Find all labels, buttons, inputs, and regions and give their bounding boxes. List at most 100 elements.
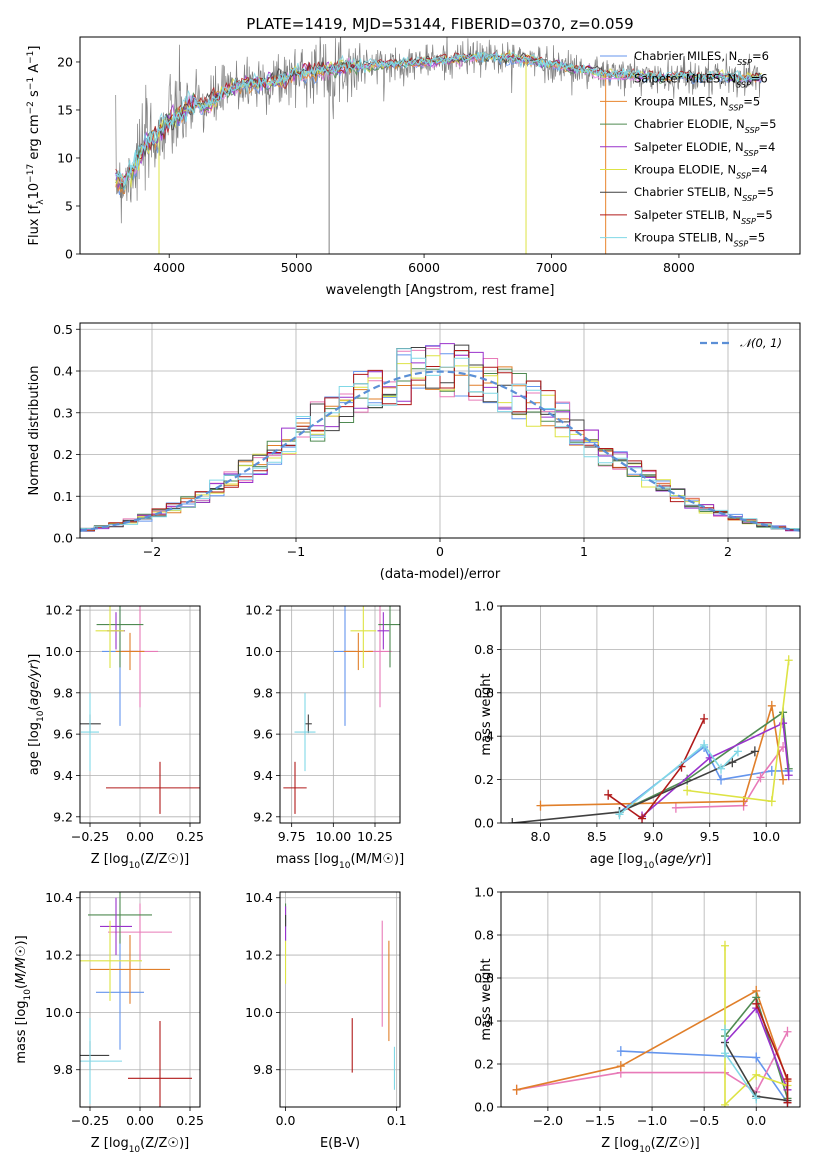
y-tick-label: 10.0: [45, 1005, 73, 1020]
weight-marker: [512, 1084, 521, 1095]
weight-marker: [779, 774, 788, 785]
weight-line: [607, 718, 705, 820]
weight-marker: [700, 713, 709, 724]
axes-frame: −0.25 0.00 0.25 9.2 9.4 9.6 9.8 10.0 10.2: [45, 603, 204, 844]
plot-area: [283, 606, 400, 814]
residual-histogram-panel: −2 −1 0 1 2 0.0 0.1 0.2 0.3 0.4 0.5 (data-model)/er…: [27, 322, 801, 582]
weight-marker: [615, 809, 624, 820]
age-vs-mass-panel: 9.75 10.00 10.25 9.2 9.4 9.6 9.8 10.0 10.2 mass […: [245, 603, 404, 871]
plot-area: [285, 903, 395, 1090]
weight-line: [675, 746, 784, 809]
axes-frame: 0.0 0.1 9.8 10.0 10.2 10.4: [245, 890, 406, 1128]
plot-area: [508, 655, 793, 823]
weight-marker: [752, 1069, 761, 1080]
plot-area: [80, 892, 192, 1107]
x-axis-label: age [log10(age/yr)]: [590, 852, 712, 871]
weight-marker: [784, 655, 793, 666]
y-tick-label: 0: [65, 247, 73, 262]
x-tick-label: −1: [287, 544, 305, 559]
mass-vs-metallicity-panel: −0.25 0.00 0.25 9.8 10.0 10.2 10.4 Z [log10(Z/Z…: [14, 890, 204, 1155]
axes-frame: −0.25 0.00 0.25 9.8 10.0 10.2 10.4: [45, 890, 204, 1128]
spectrum-panel: 4000 5000 6000 7000 8000 0 5 10 15 20 wavelength […: [26, 36, 801, 298]
y-tick-label: 15: [57, 102, 73, 117]
x-tick-label: −0.25: [71, 1113, 109, 1128]
x-tick-label: −1.0: [637, 1113, 667, 1128]
x-axis-label: Z [log10(Z/Z☉)]: [601, 1136, 699, 1155]
weight-marker: [700, 739, 709, 750]
x-tick-label: 9.5: [700, 829, 720, 844]
x-tick-label: 0.25: [176, 829, 204, 844]
x-axis-label: mass [log10(M/M☉)]: [276, 852, 404, 871]
legend-entry: Salpeter MILES, NSSP=6: [634, 72, 768, 90]
weight-line: [516, 989, 789, 1091]
y-axis-label: Flux [fλ10−17 erg cm−2 s−1 A−1]: [26, 46, 46, 246]
weight-marker: [638, 813, 647, 823]
y-axis-label: age [log10(age/yr)]: [27, 654, 46, 776]
y-tick-label: 9.6: [253, 727, 273, 742]
legend-entry: Kroupa STELIB, NSSP=5: [634, 231, 765, 249]
x-tick-label: −0.25: [71, 829, 109, 844]
weight-marker: [750, 746, 759, 757]
weight-marker: [616, 1061, 625, 1072]
legend-entry: 𝒩(0, 1): [740, 336, 782, 350]
y-tick-label: 10.0: [245, 644, 273, 659]
y-tick-label: 10.4: [245, 890, 273, 905]
x-axis-label: wavelength [Angstrom, rest frame]: [326, 283, 555, 298]
y-tick-label: 0.0: [474, 816, 494, 831]
weight-marker: [717, 763, 726, 774]
x-axis-label: Z [log10(Z/Z☉)]: [91, 852, 189, 871]
axes-frame: −2.0 −1.5 −1.0 −0.5 0.0 0.0 0.2 0.4 0.6 0.8 1.0: [474, 885, 801, 1128]
x-tick-label: 0.00: [126, 829, 154, 844]
weight-marker: [728, 757, 737, 768]
y-tick-label: 9.4: [253, 768, 273, 783]
axes-border: [500, 891, 801, 1108]
normal-curve: [80, 370, 800, 532]
weight-vs-metallicity-panel: −2.0 −1.5 −1.0 −0.5 0.0 0.0 0.2 0.4 0.6 0.8 1.0 Z […: [474, 885, 801, 1155]
y-tick-label: 10.2: [45, 948, 73, 963]
weight-marker: [683, 785, 692, 796]
x-tick-label: 10.00: [315, 829, 351, 844]
weight-marker: [783, 1026, 792, 1037]
y-tick-label: 9.8: [53, 685, 73, 700]
x-tick-label: −1.5: [585, 1113, 615, 1128]
mass-vs-extinction-panel: 0.0 0.1 9.8 10.0 10.2 10.4 E(B-V): [245, 890, 406, 1151]
y-tick-label: 0.4: [474, 729, 494, 744]
y-tick-label: 0.6: [474, 971, 494, 986]
x-tick-label: 0: [436, 544, 444, 559]
x-tick-label: 4000: [153, 260, 185, 275]
weight-marker: [752, 1052, 761, 1063]
y-tick-label: 0.2: [53, 447, 73, 462]
x-axis-label: E(B-V): [320, 1136, 360, 1151]
weight-marker: [783, 1097, 792, 1107]
y-tick-label: 0.3: [53, 405, 73, 420]
weight-marker: [756, 772, 765, 783]
x-tick-label: 9.75: [278, 829, 306, 844]
x-tick-label: 9.0: [643, 829, 663, 844]
y-tick-label: 1.0: [474, 885, 494, 900]
weight-marker: [720, 940, 729, 951]
y-tick-label: 0.2: [474, 1057, 494, 1072]
legend-entry: Salpeter STELIB, NSSP=5: [634, 208, 773, 226]
weight-vs-age-panel: 8.0 8.5 9.0 9.5 10.0 0.0 0.2 0.4 0.6 0.8 1.0 age [l…: [474, 599, 801, 871]
x-tick-label: 7000: [536, 260, 568, 275]
y-tick-label: 9.8: [253, 1062, 273, 1077]
model-spectrum-line: [115, 51, 762, 185]
weight-marker: [536, 800, 545, 811]
y-tick-label: 9.6: [53, 727, 73, 742]
x-tick-label: 5000: [281, 260, 313, 275]
weight-marker: [508, 818, 517, 823]
x-tick-label: 8.5: [587, 829, 607, 844]
y-tick-label: 0.2: [474, 772, 494, 787]
y-tick-label: 0.4: [53, 364, 73, 379]
y-tick-label: 5: [65, 198, 73, 213]
y-tick-label: 9.2: [253, 809, 273, 824]
legend-entry: Salpeter ELODIE, NSSP=4: [634, 140, 775, 158]
axes-frame: 9.75 10.00 10.25 9.2 9.4 9.6 9.8 10.0 10.2: [245, 603, 401, 844]
x-tick-label: 8000: [663, 260, 695, 275]
legend-entry: Chabrier MILES, NSSP=6: [634, 49, 769, 67]
y-tick-label: 0.1: [53, 489, 73, 504]
y-tick-label: 20: [57, 54, 73, 69]
weight-marker: [752, 1093, 761, 1104]
y-tick-label: 0.0: [53, 531, 73, 546]
